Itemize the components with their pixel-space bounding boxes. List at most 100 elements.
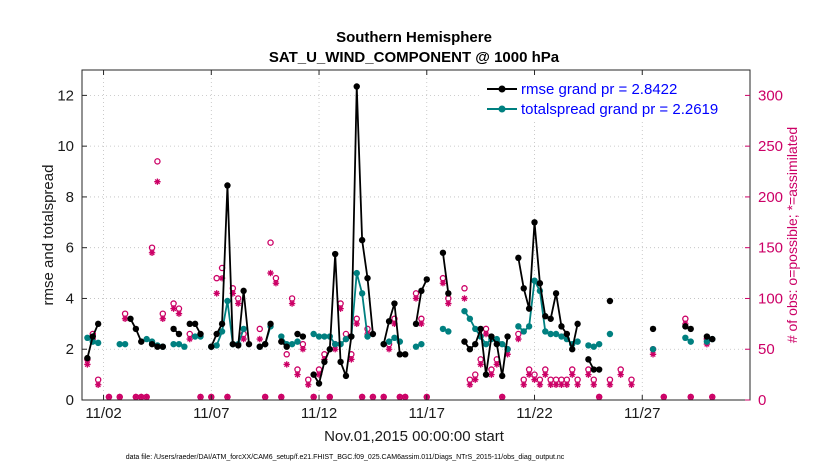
totalspread-point <box>531 277 538 284</box>
rmse-point <box>229 340 237 348</box>
rmse-point <box>364 274 371 282</box>
totalspread-point <box>218 328 226 335</box>
rmse-point <box>482 371 490 378</box>
totalspread-point <box>143 335 150 343</box>
legend-box <box>482 78 744 120</box>
obs-assimilated-marker <box>617 371 624 378</box>
totalspread-point <box>121 340 129 348</box>
data-file-footnote: data file: /Users/raeder/DAI/ATM_forcXX/… <box>126 454 565 461</box>
rmse-point <box>348 333 355 340</box>
obs-assimilated-marker <box>256 335 263 343</box>
rmse-point <box>606 297 614 305</box>
rmse-point <box>687 325 694 333</box>
totalspread-point <box>515 323 522 330</box>
obs-assimilated-marker <box>148 249 156 256</box>
obs-assimilated-marker <box>175 310 183 317</box>
obs-assimilated-marker <box>218 274 226 282</box>
rmse-point <box>294 330 301 338</box>
rmse-point <box>703 333 711 340</box>
rmse-line <box>312 86 374 386</box>
legend-rmse-marker <box>498 85 506 93</box>
chart-title: Southern Hemisphere <box>336 29 492 46</box>
obs-assimilated-marker <box>267 269 274 277</box>
obs-assimilated-marker <box>402 393 409 401</box>
obs-assimilated-marker <box>186 335 193 343</box>
rmse-point <box>461 338 468 345</box>
rmse-point <box>127 315 134 322</box>
totalspread-point <box>552 330 560 338</box>
rmse-point <box>175 330 183 338</box>
ticks-layer: 11/02 11/07 11/12 11/17 11/22 11/27 0 2 4 6 8 10 12 0… <box>57 70 783 422</box>
rmse-point <box>536 280 544 287</box>
rmse-point <box>278 338 285 345</box>
rmse-point <box>337 358 344 366</box>
totalspread-point <box>240 325 247 333</box>
totalspread-point <box>84 334 91 342</box>
rmse-point <box>245 340 253 348</box>
obs-assimilated-marker <box>709 393 716 401</box>
totalspread-point <box>391 334 398 342</box>
rmse-point <box>466 346 474 353</box>
obs-assimilated-marker <box>439 280 447 287</box>
rmse-point <box>649 325 657 333</box>
obs-assimilated-marker <box>369 393 377 401</box>
obs-assimilated-marker <box>132 393 140 401</box>
totalspread-point <box>574 338 581 345</box>
y-tick-label: 4 <box>66 290 74 307</box>
rmse-point <box>218 320 226 328</box>
obs-assimilated-marker <box>687 393 694 401</box>
y-tick-label: 12 <box>57 87 74 104</box>
y2-tick-label: 250 <box>758 138 783 155</box>
obs-assimilated-marker <box>170 305 177 312</box>
totalspread-point <box>170 340 177 348</box>
rmse-point <box>445 290 452 297</box>
obs-assimilated-marker <box>525 371 533 378</box>
obs-assimilated-marker <box>542 371 549 378</box>
totalspread-point <box>585 342 592 349</box>
rmse-point <box>498 372 506 380</box>
obs-assimilated-marker <box>305 381 312 388</box>
obs-assimilated-marker <box>348 356 355 363</box>
chart-subtitle: SAT_U_WIND_COMPONENT @ 1000 hPa <box>269 49 560 66</box>
rmse-point <box>682 323 689 330</box>
rmse-point <box>197 330 204 338</box>
rmse-point <box>418 287 425 295</box>
rmse-point <box>585 356 592 363</box>
rmse-point <box>132 325 140 333</box>
obs-assimilated-marker <box>515 335 522 343</box>
totalspread-point <box>294 338 301 345</box>
totalspread-point <box>542 328 549 335</box>
obs-assimilated-marker <box>159 315 167 322</box>
plot-frame <box>81 69 751 401</box>
rmse-point <box>488 333 495 340</box>
rmse-point <box>477 325 484 333</box>
obs-assimilated-marker <box>272 280 280 287</box>
obs-assimilated-marker <box>628 381 635 388</box>
obs-assimilated-marker <box>121 315 129 322</box>
x-tick-label: 11/07 <box>193 405 229 422</box>
totalspread-point <box>116 340 123 348</box>
rmse-point <box>138 338 145 345</box>
obs-assimilated-marker <box>315 371 323 378</box>
totalspread-point <box>358 290 366 297</box>
obs-assimilated-marker <box>353 320 360 328</box>
obs-assimilated-marker <box>116 393 123 401</box>
obs-possible-marker <box>267 239 274 246</box>
rmse-point <box>542 313 549 320</box>
obs-assimilated-marker <box>261 393 269 401</box>
totalspread-point <box>547 330 554 338</box>
obs-assimilated-marker <box>466 381 474 388</box>
rmse-point <box>525 305 533 312</box>
rmse-point <box>552 290 560 297</box>
rmse-point <box>380 340 387 348</box>
obs-assimilated-marker <box>445 300 452 307</box>
totalspread-point <box>649 346 657 353</box>
rmse-point <box>326 346 334 353</box>
y2-axis-label: # of obs: o=possible; *=assimilated <box>784 127 800 343</box>
rmse-point <box>563 330 571 338</box>
y2-tick-label: 300 <box>758 87 783 104</box>
obs-assimilated-marker <box>520 381 527 388</box>
rmse-point <box>331 250 339 258</box>
rmse-point <box>240 287 247 295</box>
y2-tick-label: 200 <box>758 189 783 206</box>
